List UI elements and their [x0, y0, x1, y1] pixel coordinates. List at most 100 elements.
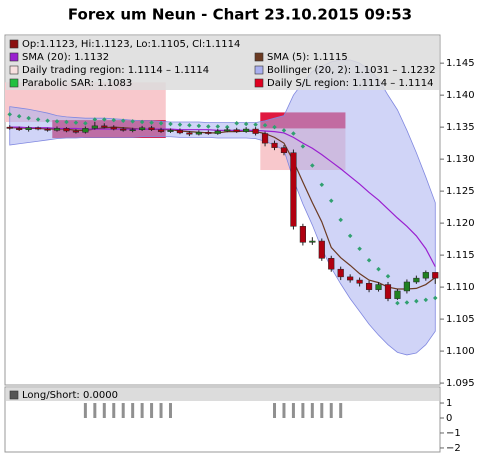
sar-dot — [35, 117, 41, 122]
y-tick-label: 1.095 — [446, 378, 475, 389]
sar-dot — [54, 119, 60, 124]
indicator-bar — [301, 403, 305, 419]
indicator-line — [9, 126, 436, 290]
legend-label: SMA (20): 1.1132 — [22, 52, 109, 63]
candle-body — [91, 125, 98, 129]
legend-label: Bollinger (20, 2): 1.1031 – 1.1232 — [267, 65, 436, 76]
y-tick-label: 1.115 — [446, 250, 475, 261]
candle-body — [186, 132, 193, 135]
legend-label: Daily trading region: 1.1114 – 1.1114 — [22, 65, 209, 76]
candle-body — [384, 284, 392, 299]
candle-body — [261, 133, 269, 144]
candle-body — [394, 290, 401, 299]
candle-body — [205, 132, 212, 134]
chart-title: Forex um Neun - Chart 23.10.2015 09:53 — [68, 6, 412, 24]
indicator-bar — [310, 403, 314, 419]
candle-body — [167, 130, 174, 132]
candle-body — [53, 128, 61, 131]
y-tick-label: 1.145 — [446, 58, 475, 69]
sar-dot — [423, 297, 429, 303]
sar-dot — [376, 266, 381, 272]
sar-dot — [366, 257, 372, 263]
sar-dot — [385, 273, 391, 279]
candle-body — [139, 127, 146, 130]
indicator-bar — [102, 403, 106, 419]
sar-dot — [196, 123, 202, 129]
sar-dot — [338, 217, 343, 223]
candle-body — [224, 129, 231, 132]
candle-body — [271, 142, 278, 148]
candle-body — [328, 258, 335, 270]
candle-body — [25, 127, 32, 130]
candle-body — [356, 279, 363, 284]
indicator-bar — [168, 403, 172, 419]
candle-body — [299, 226, 306, 243]
sar-dot — [177, 122, 183, 127]
y-tick-label: 1.125 — [446, 186, 475, 197]
sar-dot — [253, 122, 258, 127]
sar-dot — [404, 300, 410, 305]
candle-body — [72, 130, 80, 133]
y-tick-label: 1.130 — [446, 154, 475, 165]
y-tick-label: 1 — [446, 398, 452, 409]
candle-body — [403, 281, 410, 292]
legend-swatch — [9, 65, 19, 75]
legend-label: Parabolic SAR: 1.1083 — [22, 78, 132, 89]
indicator-bar — [329, 403, 333, 419]
sar-dot — [73, 120, 79, 125]
candle-body — [233, 129, 240, 132]
y-tick-label: 1.135 — [446, 122, 475, 133]
candle-body — [309, 240, 316, 243]
sar-dot — [102, 117, 107, 122]
sar-dot — [149, 120, 154, 125]
candle-body — [195, 132, 202, 135]
sar-dot — [395, 300, 400, 306]
candle-body — [214, 130, 221, 134]
sar-dot — [130, 119, 135, 124]
candle-body — [63, 128, 70, 132]
legend-swatch — [9, 390, 19, 400]
sar-dot — [281, 128, 287, 133]
candle-body — [432, 272, 439, 279]
candle-body — [44, 128, 51, 131]
indicator-bar — [150, 403, 154, 419]
bollinger-band — [9, 59, 436, 356]
sar-dot — [433, 295, 438, 301]
indicator-bar — [159, 403, 163, 419]
sar-dot — [310, 163, 315, 168]
sar-dot — [26, 115, 31, 121]
legend-swatch — [254, 78, 264, 88]
indicator-bar — [121, 403, 125, 419]
y-tick-label: 1.140 — [446, 90, 475, 101]
candle-body — [176, 130, 184, 134]
indicator-bar — [131, 403, 135, 419]
indicator-bar — [339, 403, 343, 419]
candle-body — [6, 126, 13, 129]
candle-body — [347, 276, 354, 281]
legend-swatch — [9, 52, 19, 62]
candle-body — [157, 129, 165, 132]
indicator-bar — [291, 403, 295, 419]
candle-body — [16, 128, 23, 130]
candle-body — [243, 128, 250, 132]
indicator-bar — [93, 403, 97, 419]
y-tick-label: 1.120 — [446, 218, 475, 229]
candle-body — [35, 127, 42, 130]
indicator-bar — [273, 403, 277, 419]
candle-body — [280, 147, 288, 153]
indicator-bar — [83, 403, 87, 419]
candle-body — [365, 283, 373, 290]
y-tick-label: −2 — [446, 443, 461, 454]
sar-dot — [45, 118, 50, 124]
candle-body — [290, 152, 297, 227]
y-tick-label: 1.110 — [446, 282, 475, 293]
legend-label: Daily S/L region: 1.1114 – 1.1114 — [267, 78, 433, 89]
y-tick-label: 1.100 — [446, 346, 475, 357]
indicator-bar — [112, 403, 116, 419]
sar-dot — [215, 124, 221, 129]
indicator-bar — [320, 403, 324, 419]
legend-label: Op:1.1123, Hi:1.1123, Lo:1.1105, Cl:1.11… — [22, 39, 240, 50]
candle-body — [120, 128, 127, 131]
candle-body — [422, 272, 429, 279]
legend-swatch — [254, 65, 264, 75]
